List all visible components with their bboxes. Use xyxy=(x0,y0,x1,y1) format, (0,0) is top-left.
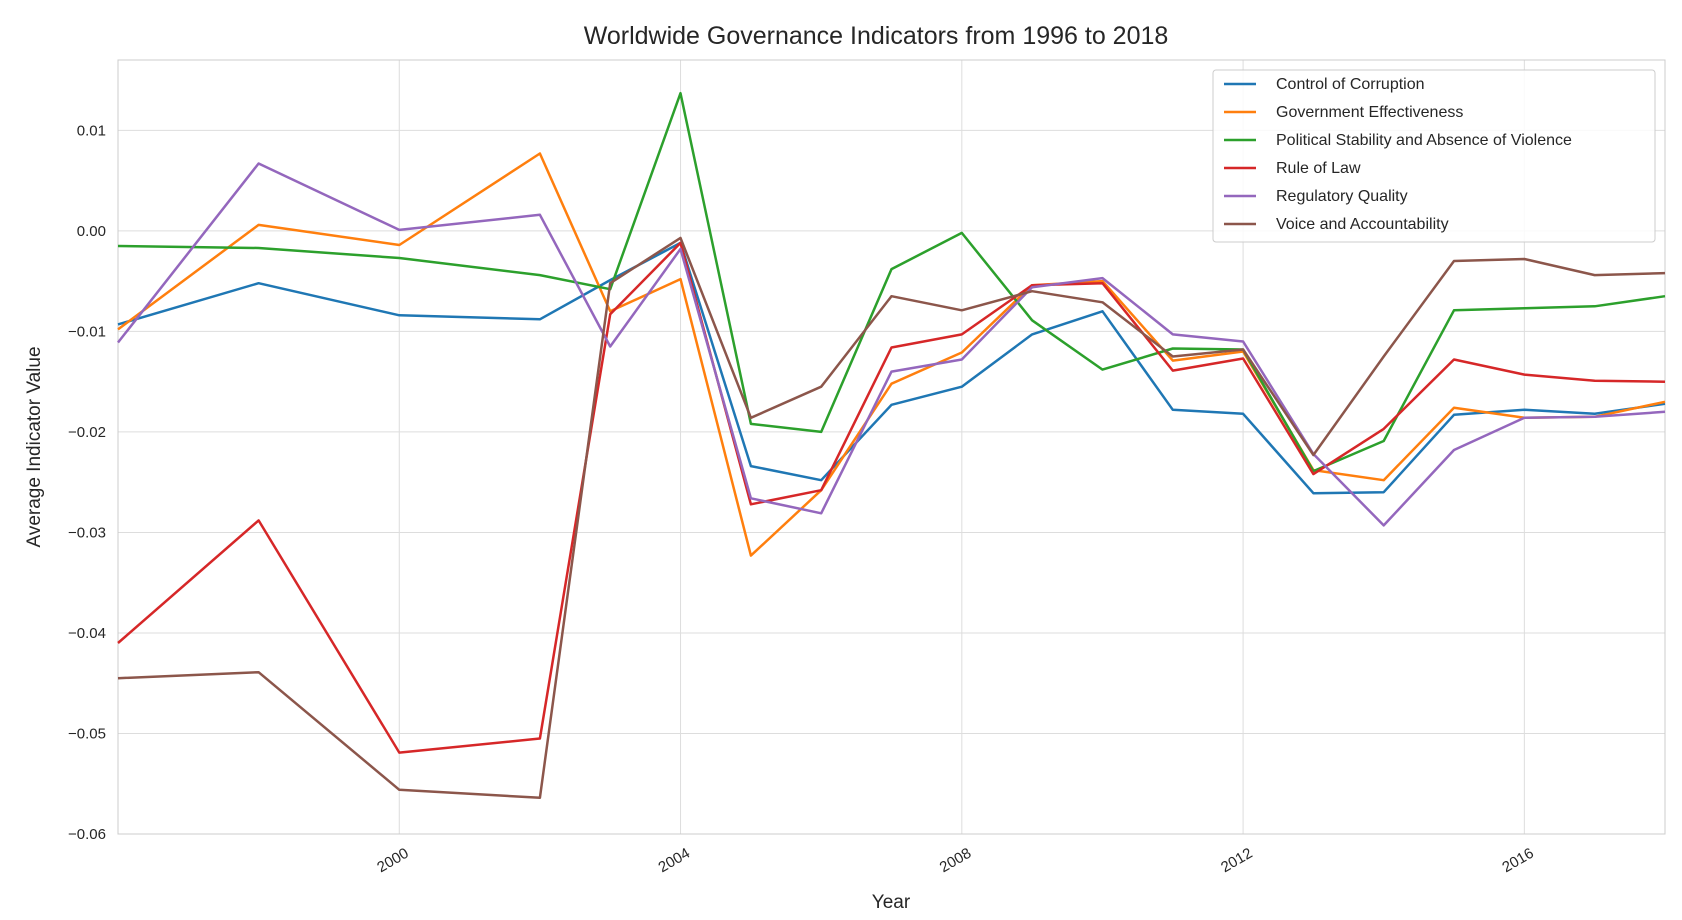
series-line xyxy=(117,162,1666,527)
x-tick-label: 2016 xyxy=(1499,845,1536,876)
legend-label: Political Stability and Absence of Viole… xyxy=(1276,132,1572,149)
y-tick-label: 0.00 xyxy=(77,223,106,240)
series-line xyxy=(117,236,1666,800)
x-tick-label: 2000 xyxy=(374,845,411,876)
legend: Control of Corruption Government Effectiv… xyxy=(1212,69,1656,243)
series-line xyxy=(117,241,1666,495)
y-tick-label: −0.05 xyxy=(68,725,106,742)
y-tick-label: −0.04 xyxy=(68,625,106,642)
y-tick-label: −0.03 xyxy=(68,524,106,541)
y-tick-label: −0.02 xyxy=(68,424,106,441)
y-axis-label: Average Indicator Value xyxy=(24,346,45,547)
plot-area-frame xyxy=(117,59,1666,835)
legend-label: Regulatory Quality xyxy=(1276,188,1408,205)
legend-label: Control of Corruption xyxy=(1276,76,1425,93)
chart-title: Worldwide Governance Indicators from 199… xyxy=(584,22,1169,50)
y-tick-labels: 0.01 0.00 −0.01 −0.02 −0.03 −0.04 −0.05 −0.06 xyxy=(68,122,106,843)
series-line xyxy=(117,152,1666,557)
legend-label: Rule of Law xyxy=(1276,160,1361,177)
x-tick-label: 2004 xyxy=(656,845,693,876)
y-tick-label: −0.06 xyxy=(68,826,106,843)
legend-box xyxy=(1212,69,1656,243)
y-tick-label: −0.01 xyxy=(68,323,106,340)
legend-label: Government Effectiveness xyxy=(1276,104,1463,121)
y-tick-label: 0.01 xyxy=(77,122,106,139)
series-lines xyxy=(117,91,1666,800)
series-line xyxy=(117,241,1666,754)
x-tick-label: 2012 xyxy=(1218,845,1255,876)
x-tick-labels: 2000 2004 2008 2012 2016 xyxy=(374,845,1536,876)
x-tick-label: 2008 xyxy=(937,845,974,876)
x-axis-label: Year xyxy=(872,892,911,913)
legend-label: Voice and Accountability xyxy=(1276,216,1449,233)
series-line xyxy=(117,91,1666,473)
